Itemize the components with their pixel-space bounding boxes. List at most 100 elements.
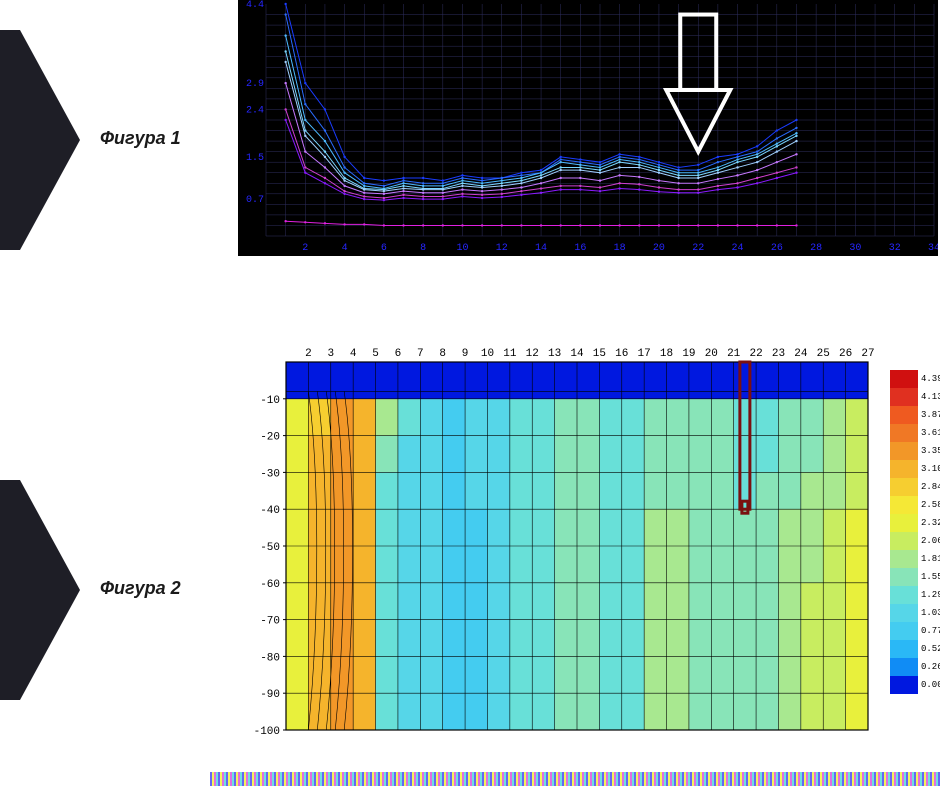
svg-text:22: 22 — [749, 348, 762, 360]
svg-text:-50: -50 — [260, 542, 280, 554]
legend-row: 1.81 — [890, 550, 940, 568]
heatmap-chart: 2345678910111213141516171819202122232425… — [238, 340, 878, 740]
figure1-label: Фигура 1 — [100, 128, 181, 149]
svg-text:5: 5 — [372, 348, 379, 360]
legend-row: 1.29 — [890, 586, 940, 604]
svg-text:10: 10 — [481, 348, 494, 360]
svg-text:2: 2 — [305, 348, 312, 360]
legend-value: 4.13 — [918, 392, 940, 402]
legend-row: 0.52 — [890, 640, 940, 658]
decor-chevron-2 — [0, 480, 80, 700]
svg-text:2.9: 2.9 — [246, 79, 264, 90]
legend-swatch — [890, 532, 918, 550]
svg-text:30: 30 — [849, 243, 861, 254]
legend-row: 3.10 — [890, 460, 940, 478]
svg-text:0.7: 0.7 — [246, 195, 264, 206]
legend-swatch — [890, 568, 918, 586]
svg-text:6: 6 — [381, 243, 387, 254]
svg-text:32: 32 — [889, 243, 901, 254]
chevron-icon — [0, 30, 80, 250]
legend-swatch — [890, 622, 918, 640]
figure1-chart: 2468101214161820222426283032340.71.52.42… — [238, 0, 938, 268]
svg-text:14: 14 — [570, 348, 584, 360]
legend-value: 3.10 — [918, 464, 940, 474]
legend-value: 2.84 — [918, 482, 940, 492]
svg-text:-70: -70 — [260, 616, 280, 628]
svg-text:9: 9 — [462, 348, 469, 360]
legend-row: 4.13 — [890, 388, 940, 406]
legend-row: 3.61 — [890, 424, 940, 442]
svg-text:17: 17 — [638, 348, 651, 360]
svg-text:8: 8 — [439, 348, 446, 360]
legend-value: 2.58 — [918, 500, 940, 510]
svg-text:21: 21 — [727, 348, 741, 360]
svg-text:2: 2 — [302, 243, 308, 254]
legend-value: 0.77 — [918, 626, 940, 636]
legend-swatch — [890, 604, 918, 622]
legend-value: 2.06 — [918, 536, 940, 546]
legend-swatch — [890, 550, 918, 568]
svg-text:16: 16 — [574, 243, 586, 254]
legend-swatch — [890, 406, 918, 424]
legend-row: 2.32 — [890, 514, 940, 532]
legend-value: 3.35 — [918, 446, 940, 456]
line-chart: 2468101214161820222426283032340.71.52.42… — [238, 0, 938, 256]
svg-text:-30: -30 — [260, 468, 280, 480]
svg-text:13: 13 — [548, 348, 561, 360]
svg-text:11: 11 — [503, 348, 517, 360]
svg-text:25: 25 — [817, 348, 830, 360]
svg-text:23: 23 — [772, 348, 785, 360]
legend-value: 3.87 — [918, 410, 940, 420]
legend-row: 0.00 — [890, 676, 940, 694]
legend-value: 1.03 — [918, 608, 940, 618]
legend-row: 4.39 — [890, 370, 940, 388]
legend-value: 2.32 — [918, 518, 940, 528]
svg-text:19: 19 — [682, 348, 695, 360]
svg-text:-10: -10 — [260, 395, 280, 407]
svg-text:-60: -60 — [260, 579, 280, 591]
legend-swatch — [890, 496, 918, 514]
svg-text:4: 4 — [350, 348, 357, 360]
svg-text:6: 6 — [395, 348, 402, 360]
legend-row: 2.58 — [890, 496, 940, 514]
svg-text:26: 26 — [839, 348, 852, 360]
legend-swatch — [890, 514, 918, 532]
legend-swatch — [890, 586, 918, 604]
svg-text:26: 26 — [771, 243, 783, 254]
svg-text:24: 24 — [732, 243, 744, 254]
figure2-label: Фигура 2 — [100, 578, 181, 599]
svg-text:-100: -100 — [254, 726, 280, 738]
legend-row: 1.55 — [890, 568, 940, 586]
legend-swatch — [890, 676, 918, 694]
svg-text:34: 34 — [928, 243, 938, 254]
legend-row: 2.06 — [890, 532, 940, 550]
svg-text:18: 18 — [660, 348, 673, 360]
legend-swatch — [890, 460, 918, 478]
svg-text:20: 20 — [653, 243, 665, 254]
legend-value: 1.55 — [918, 572, 940, 582]
svg-text:18: 18 — [614, 243, 626, 254]
legend-swatch — [890, 388, 918, 406]
decor-noise-strip — [210, 772, 940, 786]
legend-value: 0.26 — [918, 662, 940, 672]
figure2-chart: 2345678910111213141516171819202122232425… — [238, 340, 938, 760]
svg-text:7: 7 — [417, 348, 424, 360]
svg-text:16: 16 — [615, 348, 628, 360]
svg-text:-90: -90 — [260, 689, 280, 701]
svg-text:3: 3 — [327, 348, 334, 360]
legend-value: 1.29 — [918, 590, 940, 600]
svg-text:14: 14 — [535, 243, 547, 254]
svg-text:15: 15 — [593, 348, 606, 360]
legend-swatch — [890, 424, 918, 442]
svg-text:2.4: 2.4 — [246, 105, 264, 116]
legend-row: 3.35 — [890, 442, 940, 460]
svg-text:20: 20 — [705, 348, 718, 360]
svg-text:12: 12 — [526, 348, 539, 360]
legend-value: 1.81 — [918, 554, 940, 564]
legend-row: 2.84 — [890, 478, 940, 496]
svg-text:-40: -40 — [260, 505, 280, 517]
legend-value: 4.39 — [918, 374, 940, 384]
legend-swatch — [890, 478, 918, 496]
legend-row: 0.26 — [890, 658, 940, 676]
legend-row: 1.03 — [890, 604, 940, 622]
